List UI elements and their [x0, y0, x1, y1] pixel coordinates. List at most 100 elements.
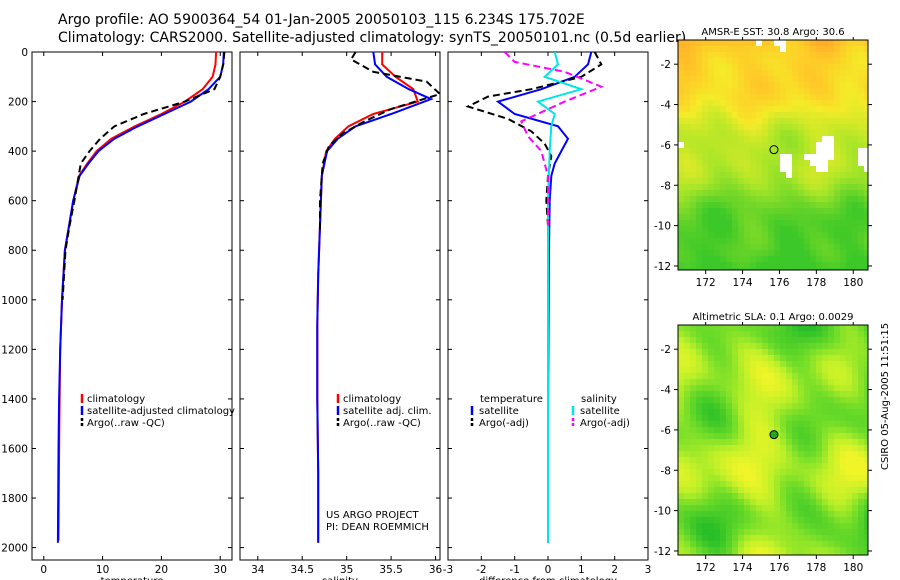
- heatmap-cell: [690, 439, 697, 446]
- heatmap-cell: [762, 226, 769, 233]
- heatmap-cell: [684, 481, 691, 488]
- heatmap-cell: [768, 106, 775, 113]
- heatmap-cell: [720, 238, 727, 245]
- heatmap-cell: [774, 451, 781, 458]
- heatmap-cell: [834, 250, 841, 257]
- heatmap-cell: [846, 64, 853, 71]
- heatmap-cell: [774, 427, 781, 434]
- heatmap-cell: [846, 124, 853, 131]
- heatmap-cell: [858, 238, 865, 245]
- heatmap-cell: [834, 166, 841, 173]
- heatmap-cell: [684, 46, 691, 53]
- heatmap-cell: [726, 517, 733, 524]
- heatmap-cell: [816, 112, 823, 119]
- heatmap-cell: [864, 409, 869, 416]
- heatmap-cell: [864, 214, 869, 221]
- heatmap-cell: [822, 397, 829, 404]
- heatmap-cell: [810, 250, 817, 257]
- heatmap-cell: [744, 469, 751, 476]
- heatmap-cell: [768, 88, 775, 95]
- heatmap-cell: [792, 262, 799, 269]
- heatmap-cell: [846, 487, 853, 494]
- y-tick-label: -10: [654, 221, 671, 233]
- heatmap-cell: [744, 226, 751, 233]
- heatmap-cell: [864, 118, 869, 125]
- heatmap-cell: [714, 100, 721, 107]
- heatmap-cell: [810, 439, 817, 446]
- profile-panel-3: -3-2-10123difference from climatologytem…: [443, 51, 651, 580]
- heatmap-cell: [678, 361, 685, 368]
- heatmap-cell: [858, 409, 865, 416]
- heatmap-cell: [822, 337, 829, 344]
- heatmap-cell: [720, 427, 727, 434]
- heatmap-cell: [720, 190, 727, 197]
- heatmap-cell: [828, 433, 835, 440]
- heatmap-cell: [840, 196, 847, 203]
- heatmap-cell: [762, 64, 769, 71]
- heatmap-cell: [678, 52, 685, 59]
- heatmap-cell: [810, 397, 817, 404]
- heatmap-cell: [858, 220, 865, 227]
- heatmap-cell: [846, 196, 853, 203]
- heatmap-cell: [726, 232, 733, 239]
- heatmap-cell: [732, 220, 739, 227]
- heatmap-cell: [816, 469, 823, 476]
- heatmap-cell: [750, 256, 757, 263]
- heatmap-cell: [738, 541, 745, 548]
- heatmap-cell: [786, 343, 793, 350]
- heatmap-cell: [858, 214, 865, 221]
- heatmap-cell: [840, 160, 847, 167]
- heatmap-cell: [684, 391, 691, 398]
- heatmap-cell: [792, 88, 799, 95]
- y-tick-label: 400: [8, 146, 28, 158]
- heatmap-cell: [804, 523, 811, 530]
- heatmap-cell: [864, 517, 869, 524]
- heatmap-cell: [738, 325, 745, 332]
- heatmap-cell: [816, 403, 823, 410]
- heatmap-cell: [810, 343, 817, 350]
- heatmap-cell: [768, 100, 775, 107]
- heatmap-cell: [858, 178, 865, 185]
- heatmap-cell: [708, 262, 715, 269]
- heatmap-cell: [708, 427, 715, 434]
- heatmap-cell: [810, 130, 817, 137]
- heatmap-cell: [756, 112, 763, 119]
- heatmap-cell: [720, 160, 727, 167]
- heatmap-cell: [864, 463, 869, 470]
- heatmap-cell: [804, 457, 811, 464]
- heatmap-cell: [738, 100, 745, 107]
- heatmap-cell: [744, 220, 751, 227]
- heatmap-cell: [702, 82, 709, 89]
- heatmap-cell: [720, 493, 727, 500]
- heatmap-cell: [816, 415, 823, 422]
- heatmap-cell: [732, 415, 739, 422]
- heatmap-cell: [678, 118, 685, 125]
- heatmap-cell: [690, 337, 697, 344]
- heatmap-cell: [768, 76, 775, 83]
- heatmap-cell: [750, 130, 757, 137]
- heatmap-cell: [690, 52, 697, 59]
- heatmap-cell: [714, 250, 721, 257]
- series-line-salinity-satellite: [535, 52, 585, 543]
- heatmap-cell: [780, 118, 787, 125]
- heatmap-cell: [798, 112, 805, 119]
- heatmap-cell: [690, 487, 697, 494]
- heatmap-cell: [828, 166, 835, 173]
- heatmap-cell: [702, 232, 709, 239]
- heatmap-cell: [852, 250, 859, 257]
- heatmap-cell: [828, 130, 835, 137]
- heatmap-cell: [804, 268, 811, 271]
- heatmap-cell: [756, 148, 763, 155]
- heatmap-cell: [828, 124, 835, 131]
- heatmap-cell: [714, 361, 721, 368]
- heatmap-cell: [864, 40, 869, 47]
- heatmap-cell: [744, 268, 751, 271]
- heatmap-cell: [702, 160, 709, 167]
- heatmap-cell: [780, 379, 787, 386]
- heatmap-cell: [690, 142, 697, 149]
- x-tick-label: 176: [769, 277, 789, 289]
- heatmap-cell: [750, 505, 757, 512]
- heatmap-cell: [690, 451, 697, 458]
- heatmap-cell: [786, 481, 793, 488]
- heatmap-cell: [852, 142, 859, 149]
